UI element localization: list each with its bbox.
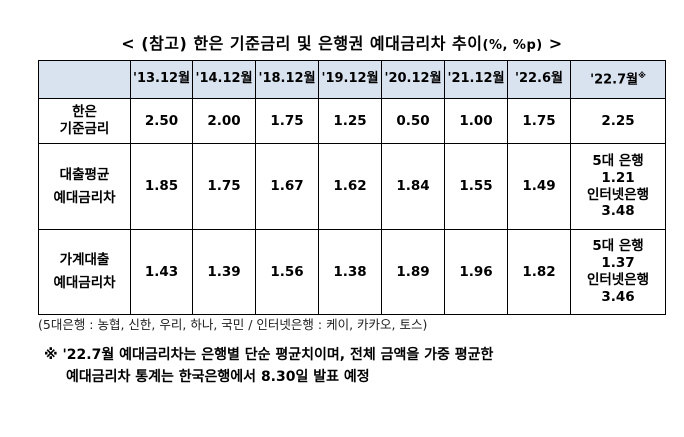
header-cell: '14.12월 (192, 60, 256, 99)
table-cell: 1.85 (130, 143, 193, 230)
cell-line: 3.46 (601, 288, 635, 305)
footnote-line-1: ※ '22.7월 예대금리차는 은행별 단순 평균치이며, 전체 금액을 가중 … (44, 347, 494, 363)
table-cell: 2.50 (130, 98, 193, 144)
footnote: ※ '22.7월 예대금리차는 은행별 단순 평균치이며, 전체 금액을 가중 … (44, 344, 654, 388)
table-cell: 1.62 (318, 143, 382, 230)
header-cell: '18.12월 (255, 60, 319, 99)
table-cell: 1.75 (255, 98, 319, 144)
rate-table: '13.12월 '14.12월 '18.12월 '19.12월 '20.12월 … (38, 60, 666, 315)
table-cell: 1.89 (381, 229, 445, 315)
title-main: < (참고) 한은 기준금리 및 은행권 예대금리차 추이 (121, 34, 483, 53)
table-cell: 1.75 (507, 98, 571, 144)
header-cell: '19.12월 (318, 60, 382, 99)
row-label-line: 예대금리차 (53, 189, 116, 206)
cell-line: 5대 은행 (592, 152, 644, 169)
cell-line: 1.37 (601, 255, 635, 272)
table-cell: 1.96 (444, 229, 508, 315)
table-cell: 1.84 (381, 143, 445, 230)
table-cell-last: 2.25 (570, 98, 666, 144)
title-unit: (%, %p) (482, 38, 543, 53)
table-cell: 1.75 (192, 143, 256, 230)
table-row: 대출평균 예대금리차 1.85 1.75 1.67 1.62 1.84 1.55 … (38, 143, 666, 230)
table-cell: 0.50 (381, 98, 445, 144)
table-header-row: '13.12월 '14.12월 '18.12월 '19.12월 '20.12월 … (38, 60, 666, 99)
table-cell: 1.39 (192, 229, 256, 315)
row-label-line: 한은 (72, 104, 97, 121)
header-cell: '22.6월 (507, 60, 571, 99)
cell-line: 인터넷은행 (586, 272, 650, 288)
table-cell: 1.00 (444, 98, 508, 144)
cell-line: 3.48 (601, 203, 635, 220)
table-cell: 1.38 (318, 229, 382, 315)
table-cell-last: 5대 은행 1.37 인터넷은행 3.46 (570, 229, 666, 315)
bank-list-note: (5대은행 : 농협, 신한, 우리, 하나, 국민 / 인터넷은행 : 케이,… (38, 317, 428, 332)
cell-line: 인터넷은행 (586, 186, 650, 203)
row-label-line: 대출평균 (59, 166, 110, 183)
header-cell: '21.12월 (444, 60, 508, 99)
header-cell-empty (38, 60, 131, 99)
table-cell: 1.82 (507, 229, 571, 315)
table-cell: 1.25 (318, 98, 382, 144)
row-label-line: 예대금리차 (53, 275, 116, 291)
header-cell: '20.12월 (381, 60, 445, 99)
row-label: 한은 기준금리 (38, 98, 131, 144)
header-last-label: '22.7월 (590, 72, 639, 88)
page-title: < (참고) 한은 기준금리 및 은행권 예대금리차 추이(%, %p) > (0, 30, 684, 54)
cell-line: 1.21 (601, 169, 635, 186)
header-cell-last: '22.7월※ (570, 60, 666, 99)
table-row: 한은 기준금리 2.50 2.00 1.75 1.25 0.50 1.00 1.7… (38, 98, 666, 144)
table-cell: 1.49 (507, 143, 571, 230)
table-cell: 2.00 (192, 98, 256, 144)
table-row: 가계대출 예대금리차 1.43 1.39 1.56 1.38 1.89 1.96 … (38, 229, 666, 315)
cell-line: 2.25 (601, 112, 635, 129)
table-cell-last: 5대 은행 1.21 인터넷은행 3.48 (570, 143, 666, 230)
row-label-line: 기준금리 (59, 121, 110, 137)
footnote-line-2: 예대금리차 통계는 한국은행에서 8.30일 발표 예정 (66, 369, 370, 385)
cell-line: 5대 은행 (592, 238, 644, 255)
title-end: > (542, 34, 563, 53)
table-cell: 1.67 (255, 143, 319, 230)
footnote-mark: ※ (638, 70, 646, 80)
row-label-line: 가계대출 (59, 252, 110, 269)
table-cell: 1.43 (130, 229, 193, 315)
table-cell: 1.55 (444, 143, 508, 230)
table-cell: 1.56 (255, 229, 319, 315)
header-cell: '13.12월 (130, 60, 193, 99)
